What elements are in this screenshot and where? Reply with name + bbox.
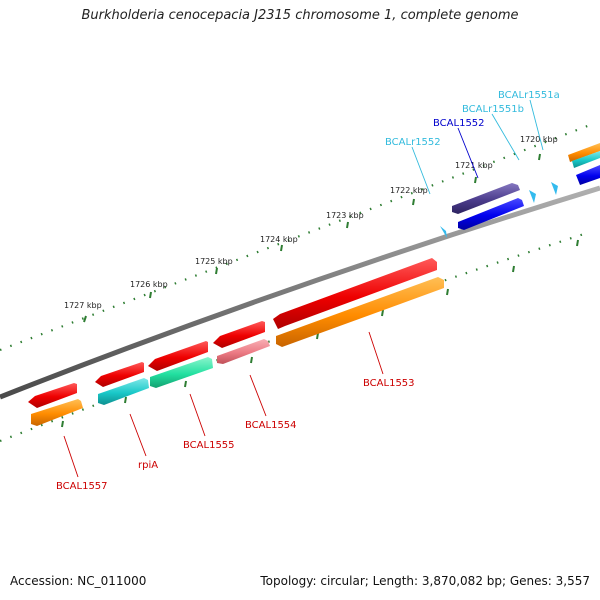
tick-label-1723: 1723 kbp xyxy=(326,211,364,220)
accession-label: Accession: NC_011000 xyxy=(10,574,147,588)
outer-major-tick xyxy=(280,244,283,252)
inner-major-tick xyxy=(124,396,127,404)
gene-bcal1557-orange[interactable] xyxy=(31,399,83,426)
inner-major-tick xyxy=(316,332,319,340)
feature-label-rpia: rpiA xyxy=(138,460,158,471)
outer-major-tick xyxy=(412,198,415,206)
rna-bcalr1551a[interactable] xyxy=(551,182,558,195)
outer-major-tick xyxy=(346,221,349,229)
outer-major-ticks xyxy=(83,153,541,323)
leader-line-rpia xyxy=(129,413,147,457)
outer-major-tick xyxy=(149,291,152,299)
gene-edge-teal-top[interactable] xyxy=(572,151,600,168)
leader-line-bcal1552 xyxy=(457,127,479,179)
inner-major-tick xyxy=(250,356,253,364)
tick-label-1725: 1725 kbp xyxy=(195,257,233,266)
gene-bcal1552-purple[interactable] xyxy=(452,183,520,214)
gene-bcal1557-red[interactable] xyxy=(28,383,77,408)
leader-line-bcal1553 xyxy=(368,331,384,375)
feature-label-bcal1552: BCAL1552 xyxy=(433,118,485,129)
rna-bcalr1552[interactable] xyxy=(440,226,447,238)
gene-rpia-teal[interactable] xyxy=(98,378,149,405)
gene-bcal1553-red[interactable] xyxy=(273,258,437,329)
feature-label-bcalr1551a: BCALr1551a xyxy=(498,90,560,101)
inner-major-tick xyxy=(576,239,579,247)
inner-major-tick xyxy=(184,380,187,388)
tick-label-1720: 1720 kbp xyxy=(520,135,558,144)
inner-major-tick xyxy=(512,265,515,273)
genome-summary: Topology: circular; Length: 3,870,082 bp… xyxy=(260,574,590,588)
tick-label-1722: 1722 kbp xyxy=(390,186,428,195)
feature-label-bcalr1551b: BCALr1551b xyxy=(462,104,524,115)
tick-label-1721: 1721 kbp xyxy=(455,161,493,170)
gene-edge-orange-top[interactable] xyxy=(568,143,600,162)
gene-bcal1555-red[interactable] xyxy=(148,341,208,371)
feature-label-bcal1557: BCAL1557 xyxy=(56,481,108,492)
tick-label-1727: 1727 kbp xyxy=(64,301,102,310)
outer-major-tick xyxy=(538,153,541,161)
leader-line-bcal1557 xyxy=(63,435,79,478)
map-title: Burkholderia cenocepacia J2315 chromosom… xyxy=(81,8,519,23)
inner-major-tick xyxy=(446,288,449,296)
gene-rpia-red[interactable] xyxy=(95,362,144,387)
outer-major-tick xyxy=(215,267,218,275)
feature-label-bcal1553: BCAL1553 xyxy=(363,378,415,389)
gene-bcal1555-mint[interactable] xyxy=(150,357,213,388)
gene-bcal1552-blue[interactable] xyxy=(458,198,524,230)
inner-major-tick xyxy=(61,420,64,428)
gene-bcal1553-orange[interactable] xyxy=(276,277,444,347)
leader-line-bcal1555 xyxy=(189,393,206,437)
feature-label-bcal1555: BCAL1555 xyxy=(183,440,235,451)
leader-line-bcalr1551a xyxy=(529,99,544,151)
inner-major-tick xyxy=(381,309,384,317)
inner-major-ticks xyxy=(61,239,579,428)
outer-major-tick xyxy=(83,315,87,323)
leader-line-bcalr1552 xyxy=(411,146,431,195)
feature-label-bcal1554: BCAL1554 xyxy=(245,420,297,431)
outer-major-tick xyxy=(474,176,477,184)
rna-bcalr1551b[interactable] xyxy=(529,190,536,203)
feature-label-bcalr1552: BCALr1552 xyxy=(385,137,441,148)
leader-line-bcal1554 xyxy=(249,374,267,417)
gene-edge-blue[interactable] xyxy=(576,165,600,185)
tick-label-1726: 1726 kbp xyxy=(130,280,168,289)
leader-line-bcalr1551b xyxy=(491,113,520,161)
tick-label-1724: 1724 kbp xyxy=(260,235,298,244)
gene-bcal1554-red[interactable] xyxy=(213,321,265,348)
chromosome-backbone xyxy=(0,185,600,400)
gene-bcal1554-pink[interactable] xyxy=(217,339,270,364)
